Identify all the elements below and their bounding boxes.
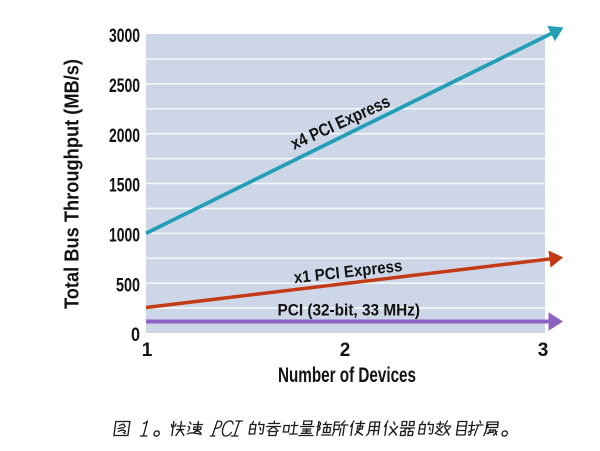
svg-text:1: 1	[142, 340, 153, 361]
svg-text:3000: 3000	[109, 25, 140, 47]
svg-text:Total Bus Throughput (MB/s): Total Bus Throughput (MB/s)	[61, 59, 84, 309]
svg-text:1500: 1500	[109, 175, 140, 197]
svg-text:1000: 1000	[109, 224, 140, 246]
svg-text:500: 500	[116, 274, 140, 296]
svg-text:2: 2	[340, 340, 351, 361]
svg-text:2500: 2500	[109, 75, 140, 97]
svg-text:PCI (32-bit, 33 MHz): PCI (32-bit, 33 MHz)	[278, 301, 421, 320]
svg-text:2000: 2000	[109, 125, 140, 147]
svg-text:3: 3	[538, 340, 549, 361]
svg-text:Number of Devices: Number of Devices	[278, 364, 416, 387]
svg-text:0: 0	[131, 324, 140, 346]
